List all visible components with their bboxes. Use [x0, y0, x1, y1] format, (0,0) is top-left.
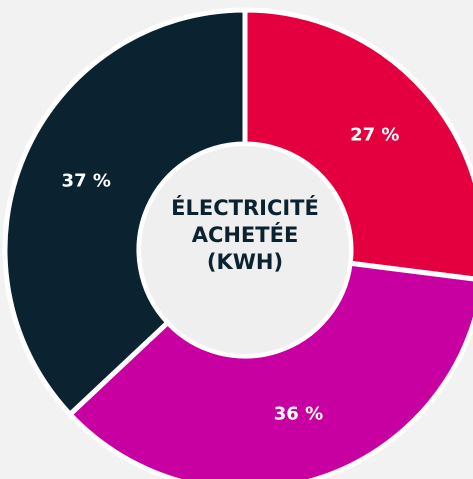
- value-label: 27 %: [350, 125, 399, 146]
- value-label: 36 %: [274, 404, 323, 425]
- donut-segment: [242, 7, 473, 282]
- donut-hole: [141, 146, 349, 354]
- value-label: 37 %: [62, 170, 111, 191]
- chart-title: ÉLECTRICITÉ ACHETÉE (KWH): [171, 196, 319, 274]
- donut-segment: [2, 7, 248, 418]
- donut-segment: [66, 260, 473, 479]
